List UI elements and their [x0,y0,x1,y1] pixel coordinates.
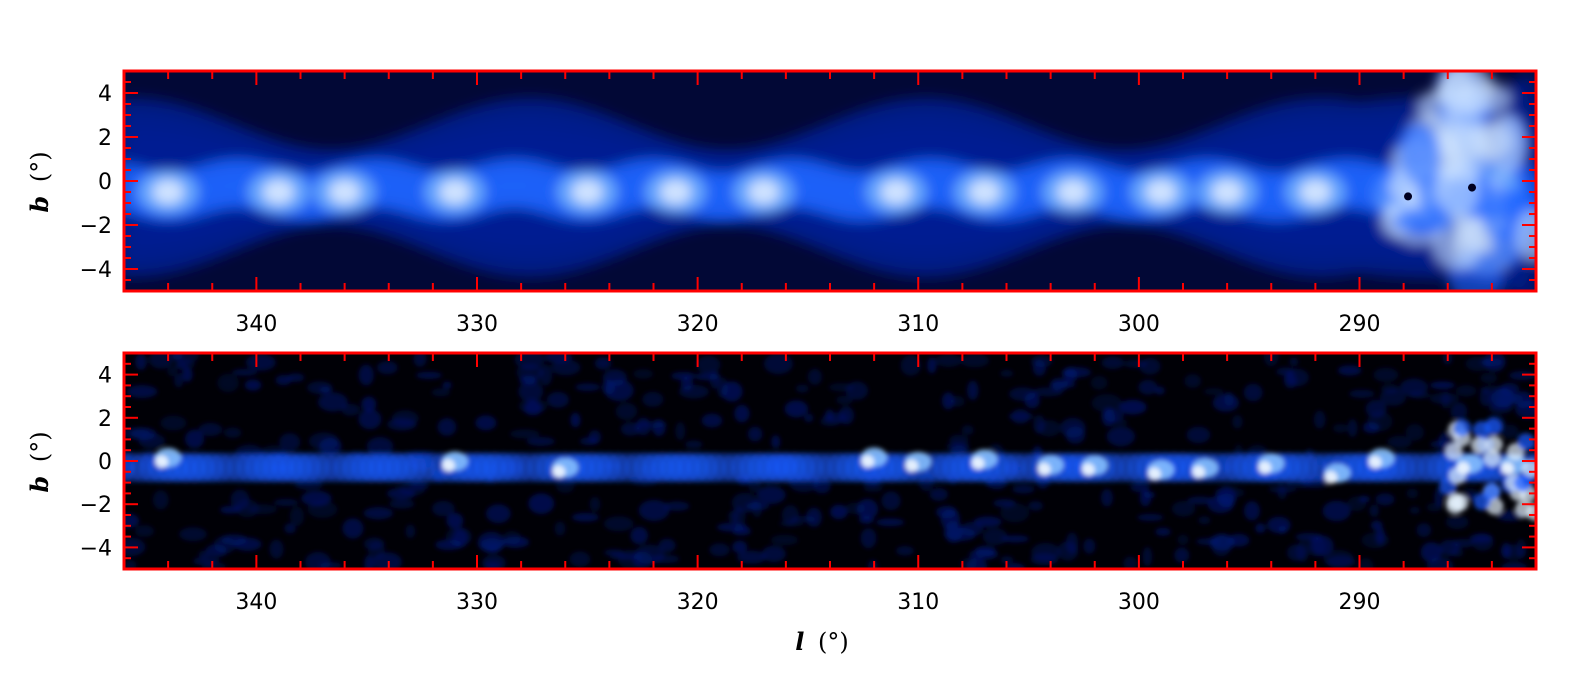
y-tick-label: −4 [80,536,112,561]
top-heatmap [124,71,1536,291]
x-axis-label: l (°) [795,627,849,656]
y-tick-label: 2 [98,407,112,432]
dark-point [1404,192,1413,201]
bottom-y-axis-label: b (°) [25,431,54,492]
bottom-ticks [124,353,1536,569]
top-y-axis-label: b (°) [25,151,54,212]
x-tick-label: 330 [456,590,498,615]
x-tick-label: 320 [677,312,719,337]
x-tick-label: 340 [235,590,277,615]
y-tick-label: −2 [80,214,112,239]
x-tick-label: 330 [456,312,498,337]
y-tick-label: 0 [98,170,112,195]
x-tick-label: 290 [1339,312,1381,337]
x-tick-label: 300 [1118,590,1160,615]
top-x-tick-labels: 340 330 320 310 300 290 [235,312,1380,337]
bottom-y-tick-labels: 4 2 0 −2 −4 [80,364,112,562]
top-y-axis-unit: (°) [26,151,54,182]
x-tick-label: 300 [1118,312,1160,337]
x-tick-label: 310 [897,312,939,337]
dark-point [1468,183,1477,192]
top-panel: 340 330 320 310 300 290 4 2 0 −2 −4 b (°) [25,69,1538,337]
top-y-tick-labels: 4 2 0 −2 −4 [80,82,112,283]
bottom-y-axis-unit: (°) [26,431,54,462]
y-tick-label: 4 [98,364,112,389]
x-tick-label: 310 [897,590,939,615]
top-dark-points [1404,183,1477,201]
top-ticks [124,71,1536,291]
bottom-y-axis-symbol: b [25,476,54,493]
x-tick-label: 340 [235,312,277,337]
bottom-panel: 340 330 320 310 300 290 4 2 0 −2 −4 b (°) l (°) [25,351,1538,656]
y-tick-label: 2 [98,126,112,151]
x-tick-label: 320 [677,590,719,615]
x-axis-symbol: l [795,627,804,656]
y-tick-label: 4 [98,82,112,107]
x-axis-unit: (°) [818,628,849,656]
x-tick-label: 290 [1339,590,1381,615]
y-tick-label: −2 [80,493,112,518]
bottom-x-tick-labels: 340 330 320 310 300 290 [235,590,1380,615]
y-tick-label: −4 [80,258,112,283]
top-y-axis-symbol: b [25,196,54,213]
bottom-heatmap [124,353,1536,569]
y-tick-label: 0 [98,450,112,475]
